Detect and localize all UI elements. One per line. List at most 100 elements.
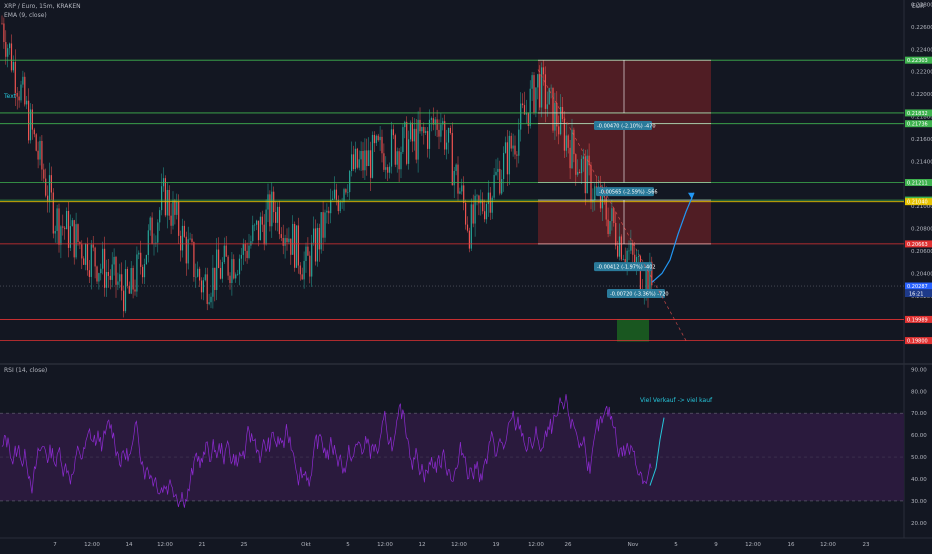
candle-body [497, 168, 499, 172]
candle-body [611, 208, 613, 222]
candle-body [307, 246, 309, 256]
price-tick-label: 0.21400 [911, 159, 932, 165]
candle-body [584, 156, 586, 194]
candle-body [185, 236, 187, 264]
candle-body [92, 244, 94, 248]
candle-body [455, 164, 457, 171]
candle-body [233, 259, 235, 279]
candle-body [567, 135, 569, 148]
time-tick-label: 5 [674, 542, 678, 548]
candle-body [442, 121, 444, 125]
price-level-tag-label: 0.21040 [907, 200, 928, 206]
candle-body [389, 166, 391, 173]
candle-body [31, 109, 33, 130]
price-tick-label: 0.20800 [911, 227, 932, 233]
candle-body [370, 150, 372, 178]
candle-body [421, 126, 423, 132]
candle-body [324, 212, 326, 238]
time-tick-label: 5 [346, 542, 350, 548]
candle-body [461, 185, 463, 192]
candle-body [580, 158, 583, 174]
candle-body [9, 43, 11, 49]
candle-body [531, 75, 533, 89]
candle-body [626, 250, 628, 263]
candle-body [248, 245, 250, 258]
candle-body [390, 129, 393, 167]
candle-body [195, 276, 197, 278]
candle-body [229, 275, 231, 284]
candle-body [636, 256, 638, 266]
candle-body [634, 254, 636, 266]
time-tick-label: 26 [565, 542, 572, 548]
candle-body [550, 87, 552, 89]
candle-body [381, 136, 383, 154]
candle-body [161, 186, 163, 211]
time-tick-label: 12:00 [745, 542, 761, 548]
candle-body [366, 150, 368, 167]
candle-body [313, 228, 315, 243]
candle-body [514, 145, 516, 155]
price-tick-label: 0.21600 [911, 137, 932, 143]
candle-body [368, 150, 370, 167]
rsi-annotation[interactable]: Viel Verkauf -> viel kauf [640, 397, 713, 404]
candle-body [94, 247, 96, 267]
candle-body [622, 259, 624, 260]
candle-body [508, 135, 510, 175]
time-tick-label: Okt [301, 542, 312, 548]
candle-body [77, 224, 79, 243]
candle-body [294, 223, 296, 268]
candle-body [263, 224, 265, 245]
candle-body [468, 230, 470, 249]
candle-body [238, 258, 241, 275]
candle-body [170, 215, 172, 226]
candle-body [449, 127, 451, 134]
candle-body [292, 223, 294, 255]
candle-body [128, 285, 130, 294]
candle-body [181, 225, 184, 251]
candle-body [54, 230, 56, 234]
candle-body [330, 199, 332, 214]
time-tick-label: 12:00 [820, 542, 836, 548]
candle-body [501, 179, 503, 194]
candle-body [187, 239, 189, 264]
text-annotation[interactable]: Text [4, 93, 17, 100]
candle-body [360, 151, 362, 160]
candle-body [402, 127, 404, 153]
candle-body [299, 265, 301, 275]
candle-body [484, 211, 486, 220]
candle-body [639, 256, 641, 291]
candle-body [539, 74, 541, 108]
measure-label-text: -0.00565 (-2.59%) -566 [599, 190, 658, 196]
candle-body [130, 267, 132, 294]
measure-label-text: -0.00412 (-1.97%) -402 [597, 265, 656, 271]
candle-body [119, 274, 121, 282]
candle-body [275, 212, 277, 223]
candle-body [280, 234, 282, 238]
candle-body [364, 150, 366, 171]
rsi-projection-line [649, 417, 665, 486]
candle-body [246, 250, 248, 258]
candle-body [362, 151, 364, 171]
ema-indicator-label: EMA (9, close) [4, 12, 47, 19]
candle-body [214, 267, 216, 290]
candle-body [111, 264, 113, 280]
candle-body [419, 119, 421, 132]
time-tick-label: 16 [788, 542, 795, 548]
candle-body [632, 242, 634, 255]
candle-body [124, 268, 127, 312]
countdown-tag [905, 290, 932, 298]
price-level-tag-label: 0.21736 [907, 122, 928, 128]
candle-body [428, 119, 431, 149]
candle-body [225, 245, 227, 257]
candle-body [265, 209, 267, 245]
candle-body [375, 135, 377, 144]
candle-body [343, 189, 345, 202]
candle-body [326, 210, 328, 213]
candle-body [478, 195, 480, 204]
candle-body [470, 204, 472, 249]
rsi-tick-label: 30.00 [911, 499, 927, 505]
candle-body [459, 191, 461, 194]
candle-body [463, 185, 465, 203]
